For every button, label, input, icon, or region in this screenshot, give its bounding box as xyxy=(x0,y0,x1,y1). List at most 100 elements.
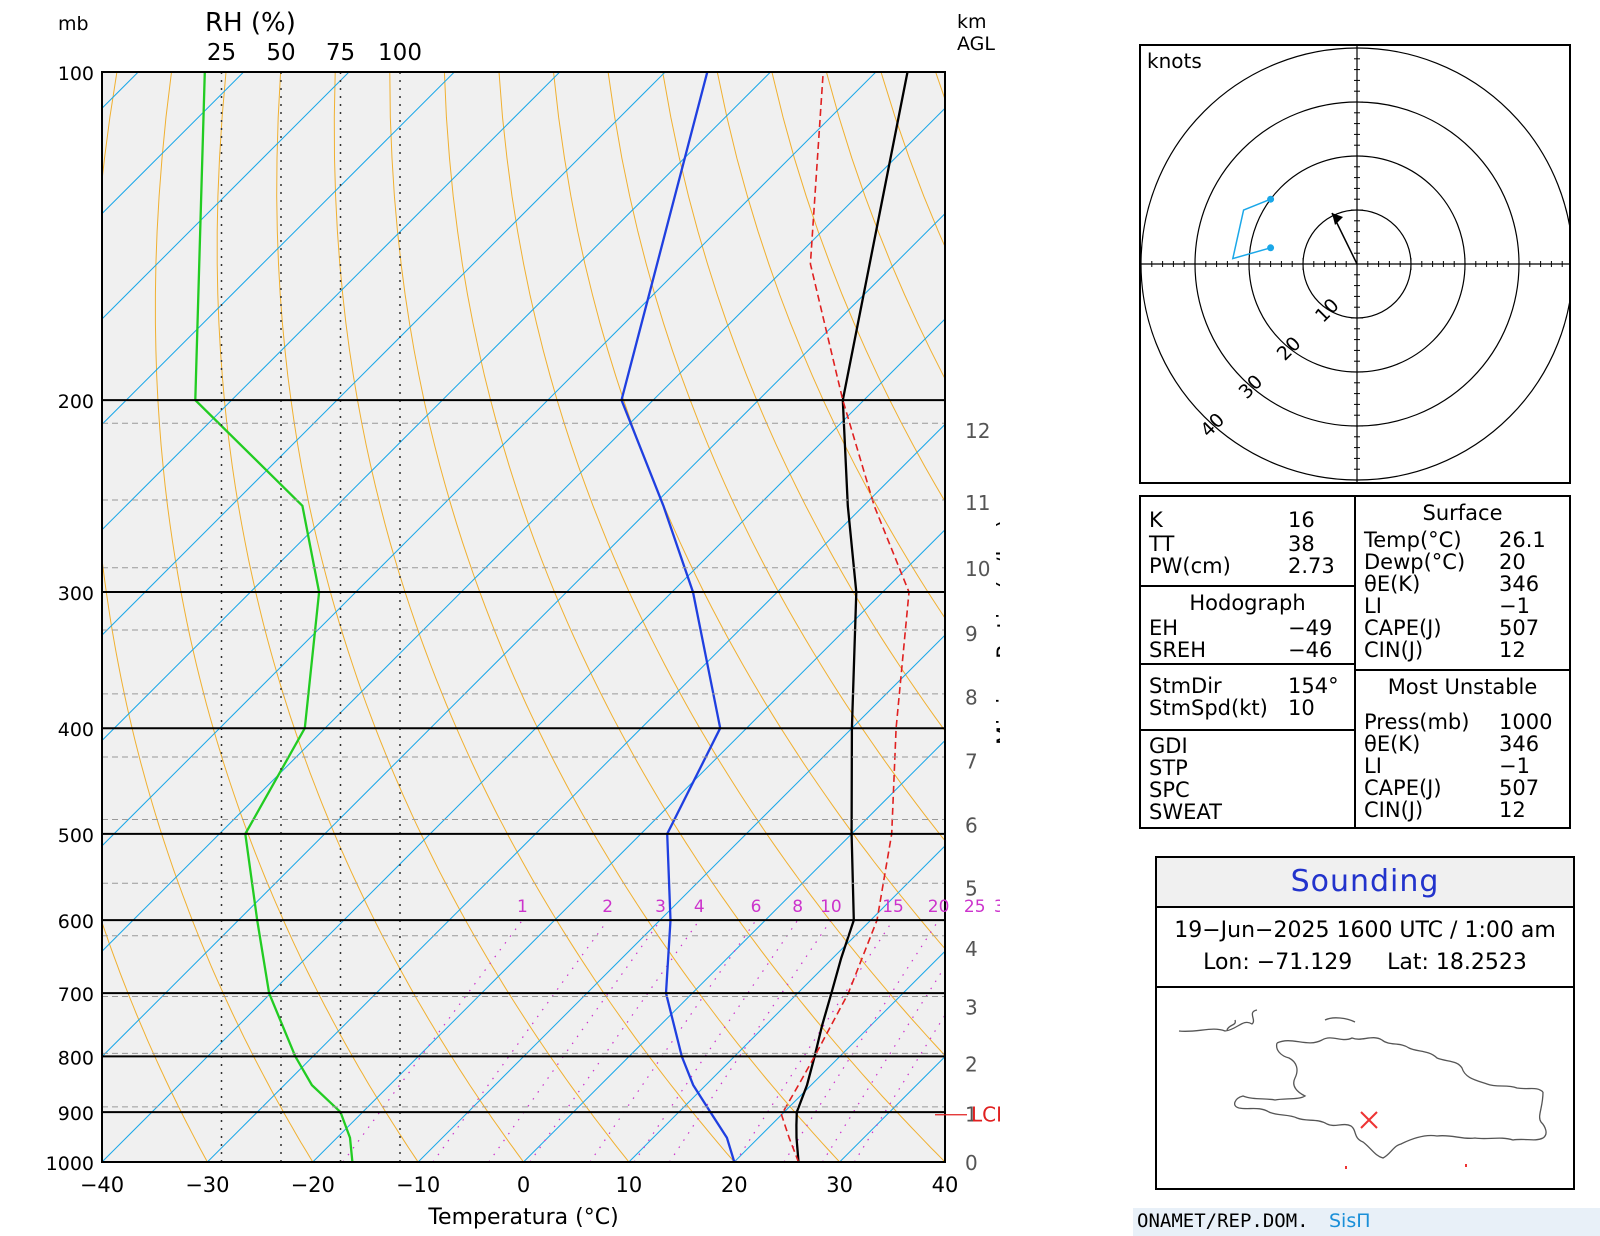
dry-adiabat xyxy=(333,72,735,1162)
mixing-ratio-tick-label: 1 xyxy=(517,897,528,917)
height-tick-label: 11 xyxy=(965,491,990,515)
dry-adiabat xyxy=(216,72,524,1162)
li-value: −1 xyxy=(1499,594,1530,618)
isotherm xyxy=(102,318,945,1162)
mixing-ratio-tick-label: 6 xyxy=(751,897,762,917)
plot-background xyxy=(102,72,945,1162)
height-tick-label: 0 xyxy=(965,1151,978,1175)
eh-value: −49 xyxy=(1288,616,1333,640)
sounding-title-bar: Sounding xyxy=(1157,858,1573,908)
pressure-axis-title: mb xyxy=(58,13,89,35)
mixing-ratio-tick-label: 15 xyxy=(882,897,904,917)
isotherm xyxy=(417,634,945,1162)
x-tick-label: −20 xyxy=(291,1173,335,1197)
stmspd-value: 10 xyxy=(1288,696,1315,720)
height-tick-label: 6 xyxy=(965,813,978,837)
isotherm xyxy=(523,739,945,1162)
x-axis-title: Temperatura (°C) xyxy=(427,1205,618,1230)
eh-label: EH xyxy=(1149,616,1179,640)
tt-label: TT xyxy=(1149,532,1175,556)
mixing-ratio-tick-label: 25 xyxy=(964,897,986,917)
pressure-tick-label: 500 xyxy=(58,825,94,847)
stp-label: STP xyxy=(1149,756,1188,780)
sreh-value: −46 xyxy=(1288,638,1333,662)
stmdir-value: 154° xyxy=(1288,674,1339,698)
mixing-ratio-tick-label: 10 xyxy=(820,897,842,917)
mu-li-value: −1 xyxy=(1499,754,1530,778)
height-tick-label: 7 xyxy=(965,749,978,773)
footer-brand: SisΠ xyxy=(1329,1210,1371,1232)
rh-tick-label: 100 xyxy=(378,40,422,66)
isotherm xyxy=(0,72,33,1162)
k-value: 16 xyxy=(1288,508,1315,532)
height-tick-label: 1 xyxy=(965,1103,978,1127)
rh-axis-title: RH (%) xyxy=(205,8,296,38)
sounding-title: Sounding xyxy=(1290,864,1440,899)
tt-value: 38 xyxy=(1288,532,1315,556)
isotherm xyxy=(102,72,350,320)
mu-li-label: LI xyxy=(1364,754,1382,778)
height-tick-label: 8 xyxy=(965,685,978,709)
rh-tick-label: 75 xyxy=(326,40,355,66)
mu-press-value: 1000 xyxy=(1499,710,1553,734)
dry-adiabat xyxy=(662,72,945,732)
footer-bar: ONAMET/REP.DOM. SisΠ xyxy=(1133,1208,1600,1236)
height-tick-label: 2 xyxy=(965,1052,978,1076)
cin-value: 12 xyxy=(1499,638,1526,662)
hispaniola-outline xyxy=(1178,1009,1547,1159)
isotherm xyxy=(102,107,945,952)
mu-thetae-label: θE(K) xyxy=(1364,732,1421,756)
mu-press-label: Press(mb) xyxy=(1364,710,1470,734)
hodograph-unit-label: knots xyxy=(1147,49,1202,73)
isotherm xyxy=(312,529,945,1162)
mixing-ratio-line xyxy=(342,919,523,1162)
mixing-ratio-tick-label: 20 xyxy=(928,897,950,917)
isotherm xyxy=(628,845,945,1162)
height-tick-label: 10 xyxy=(965,557,990,581)
mu-cape-label: CAPE(J) xyxy=(1364,776,1442,800)
surface-header: Surface xyxy=(1422,501,1503,525)
dry-adiabat xyxy=(276,72,630,1162)
pressure-tick-label: 400 xyxy=(58,719,94,741)
mixing-ratio-tick-label: 30 xyxy=(994,897,1000,917)
hodograph-trace xyxy=(1231,198,1271,260)
dry-adiabat xyxy=(389,72,840,1162)
isotherm xyxy=(207,423,945,1162)
mixing-ratio-axis-title: Mixing Ratio (g/kg) xyxy=(994,518,1000,745)
mixing-ratio-tick-label: 2 xyxy=(602,897,613,917)
pressure-tick-label: 900 xyxy=(58,1103,94,1125)
storm-motion-arrowhead-icon xyxy=(1332,213,1343,225)
stmspd-label: StmSpd(kt) xyxy=(1149,696,1268,720)
x-tick-label: −40 xyxy=(80,1173,124,1197)
hodograph-trace-endpoint xyxy=(1267,244,1275,252)
dry-adiabat xyxy=(154,72,419,1162)
plot-frame xyxy=(101,71,946,1163)
dewp-value: 20 xyxy=(1499,550,1526,574)
sounding-info: 19−Jun−2025 1600 UTC / 1:00 am Lon: −71.… xyxy=(1157,908,1573,988)
height-tick-label: 9 xyxy=(965,622,978,646)
height-axis-title: km xyxy=(957,11,987,33)
mu-cin-value: 12 xyxy=(1499,798,1526,822)
isotherm xyxy=(733,950,945,1162)
mixing-ratio-tick-label: 3 xyxy=(655,897,666,917)
pw-value: 2.73 xyxy=(1288,554,1335,578)
cape-value: 507 xyxy=(1499,616,1540,640)
location-map xyxy=(1178,1009,1547,1169)
cin-label: CIN(J) xyxy=(1364,638,1424,662)
mixing-ratio-tick-label: 4 xyxy=(694,897,705,917)
pressure-tick-label: 300 xyxy=(58,583,94,605)
sounding-datetime: 19−Jun−2025 1600 UTC / 1:00 am xyxy=(1174,918,1556,943)
x-tick-label: 30 xyxy=(826,1173,853,1197)
pw-label: PW(cm) xyxy=(1149,554,1231,578)
pressure-tick-label: 800 xyxy=(58,1047,94,1069)
dry-adiabat xyxy=(102,920,208,1162)
isotherm xyxy=(102,72,771,742)
rh-tick-label: 25 xyxy=(207,40,236,66)
sounding-location: Lon: −71.129 Lat: 18.2523 xyxy=(1203,950,1527,975)
series-parcel xyxy=(780,72,910,1162)
mixing-ratio-line xyxy=(668,919,832,1162)
hodograph-header: Hodograph xyxy=(1189,591,1306,615)
height-tick-label: 3 xyxy=(965,995,978,1019)
